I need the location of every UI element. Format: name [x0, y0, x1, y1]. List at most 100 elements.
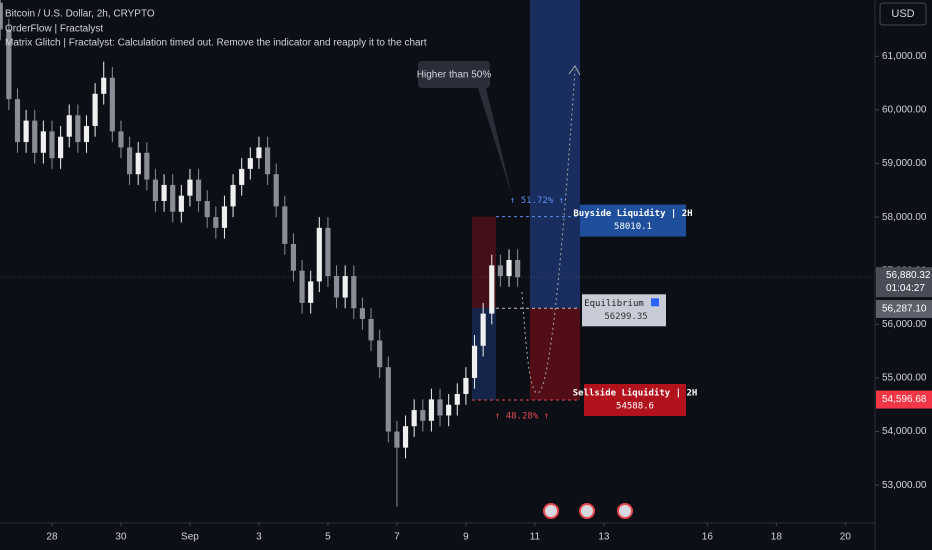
candle-body	[264, 147, 271, 175]
candle-body	[480, 313, 486, 346]
y-tick-label: 58,000.00	[882, 212, 927, 223]
candle-body	[333, 276, 340, 298]
candle-body	[446, 404, 452, 416]
candle-body	[394, 431, 400, 448]
callout: Higher than 50%	[417, 70, 492, 81]
price-mark-box	[876, 299, 932, 318]
candle-body	[359, 308, 366, 319]
x-tick-label: 30	[115, 532, 127, 543]
candle-body	[239, 168, 245, 185]
candle-body	[118, 131, 124, 148]
candle-body	[377, 340, 383, 368]
candle-body	[420, 410, 426, 421]
x-tick-label: 20	[840, 532, 852, 543]
candle-body	[92, 93, 98, 126]
candle-body	[506, 260, 512, 277]
y-tick-label: 54,000.00	[882, 426, 927, 437]
callout-box	[418, 61, 490, 88]
candle-body	[221, 206, 228, 228]
candle-body	[127, 147, 133, 175]
currency[interactable]: USD	[891, 8, 914, 20]
candles	[0, 0, 521, 507]
candle-body	[101, 77, 107, 94]
arrow-head	[568, 65, 581, 76]
y-tick-label: 60,000.00	[882, 105, 927, 116]
buyside-label-box	[580, 204, 686, 237]
candle-body	[170, 184, 176, 212]
event-flags	[543, 503, 633, 519]
down-percent: ↑ 48.28% ↑	[495, 411, 549, 421]
candle-body	[290, 243, 297, 271]
price-mark: 56,287.10	[882, 304, 927, 315]
candle-body	[213, 217, 219, 228]
projection-curve	[521, 69, 576, 394]
last-price: 56,880.32	[886, 270, 931, 281]
candle-body	[463, 377, 469, 395]
candle-body	[49, 131, 55, 159]
candle-body	[66, 115, 72, 137]
sellside-label-box	[584, 383, 686, 416]
candle-body	[299, 270, 305, 303]
candle-body	[316, 227, 322, 282]
x-tick-label: 9	[463, 532, 469, 543]
candle-body	[14, 99, 21, 143]
candle-body	[402, 426, 409, 448]
candle-body	[109, 77, 115, 132]
candle-body	[428, 399, 434, 421]
equilibrium-value: 56299.35	[604, 312, 647, 322]
x-tick-label: 11	[530, 532, 541, 543]
y-tick-label: 56,000.00	[882, 319, 927, 330]
x-tick-label: 7	[394, 532, 400, 543]
buyside-value: 58010.1	[614, 222, 652, 232]
last-price-box	[876, 267, 932, 298]
candle-body	[0, 2, 3, 30]
x-tick-label: 16	[702, 532, 714, 543]
candle-body	[497, 265, 503, 277]
candle-body	[282, 206, 288, 244]
countdown: 01:04:27	[886, 283, 925, 294]
candle-body	[308, 281, 314, 303]
candle-body	[411, 410, 417, 427]
price-mark: 54,596.68	[882, 394, 927, 405]
candle-body	[515, 260, 521, 278]
candle-body	[135, 152, 141, 175]
candle-body	[152, 179, 159, 202]
sellside-zone	[530, 308, 580, 400]
candle-body	[83, 125, 90, 143]
candle-body	[489, 265, 495, 314]
x-tick-label: 5	[325, 532, 331, 543]
candle-body	[75, 115, 81, 143]
indicator: Matrix Glitch | Fractalyst: Calculation …	[5, 38, 427, 49]
candle-body	[40, 131, 46, 153]
x-tick-label: Sep	[181, 532, 199, 543]
currency-button[interactable]	[879, 2, 927, 26]
price-mark-box	[876, 390, 932, 409]
sellside-label: Sellside Liquidity | 2H	[573, 387, 698, 398]
candle-body	[325, 227, 331, 277]
icon	[651, 298, 659, 307]
y-tick-label: 61,000.00	[882, 51, 927, 62]
indicator: OrderFlow | Fractalyst	[5, 24, 103, 35]
candle-body	[178, 195, 184, 212]
candle-body	[6, 29, 12, 100]
candle-body	[342, 276, 348, 298]
candle-body	[471, 345, 478, 378]
sellside-value: 54588.6	[616, 401, 654, 411]
x-tick-label: 18	[771, 532, 783, 543]
buyside-label: Buyside Liquidity | 2H	[573, 208, 692, 219]
candle-body	[368, 318, 374, 341]
y-tick-label: 53,000.00	[882, 480, 927, 491]
x-tick-label: 3	[256, 532, 262, 543]
candle-body	[385, 367, 391, 432]
y-tick-label: 55,000.00	[882, 373, 927, 384]
chart-title: Bitcoin / U.S. Dollar, 2h, CRYPTO	[5, 9, 155, 20]
up-percent: ↑ 51.72% ↑	[510, 196, 564, 206]
candle-body	[247, 158, 253, 169]
candle-body	[161, 184, 167, 202]
candle-body	[273, 174, 279, 207]
y-tick-label: 59,000.00	[882, 158, 927, 169]
candle-body	[58, 136, 64, 159]
